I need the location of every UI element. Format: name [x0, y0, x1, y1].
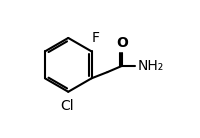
Text: O: O	[117, 36, 129, 50]
Text: F: F	[92, 31, 100, 45]
Text: Cl: Cl	[60, 99, 74, 113]
Text: NH₂: NH₂	[138, 59, 164, 73]
